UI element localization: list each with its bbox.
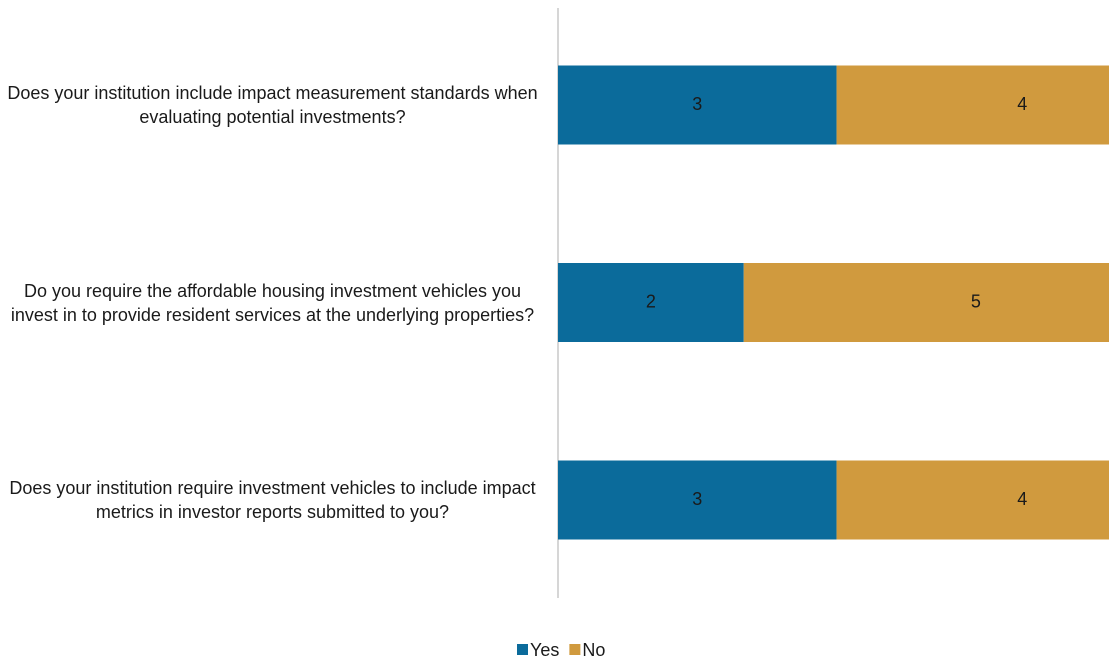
data-label: 3	[692, 94, 702, 114]
data-label: 3	[692, 489, 702, 509]
data-label: 4	[1017, 94, 1027, 114]
legend-label: No	[582, 640, 605, 660]
bar-segment	[743, 263, 1109, 342]
bar-segment	[836, 65, 1109, 145]
category-label: Do you require the affordable housing in…	[10, 280, 535, 325]
legend-swatch	[517, 644, 528, 655]
legend-label: Yes	[530, 640, 559, 660]
data-label: 2	[646, 291, 656, 311]
category-label: Does your institution include impact mea…	[7, 83, 538, 127]
bar-segment	[836, 460, 1109, 540]
bar-segment	[558, 460, 837, 540]
bar-segment	[558, 263, 744, 342]
data-label: 4	[1017, 489, 1027, 509]
bar-segment	[558, 65, 837, 145]
legend-swatch	[569, 644, 581, 655]
category-label: Does your institution require investment…	[9, 478, 536, 522]
data-label: 5	[971, 291, 981, 311]
